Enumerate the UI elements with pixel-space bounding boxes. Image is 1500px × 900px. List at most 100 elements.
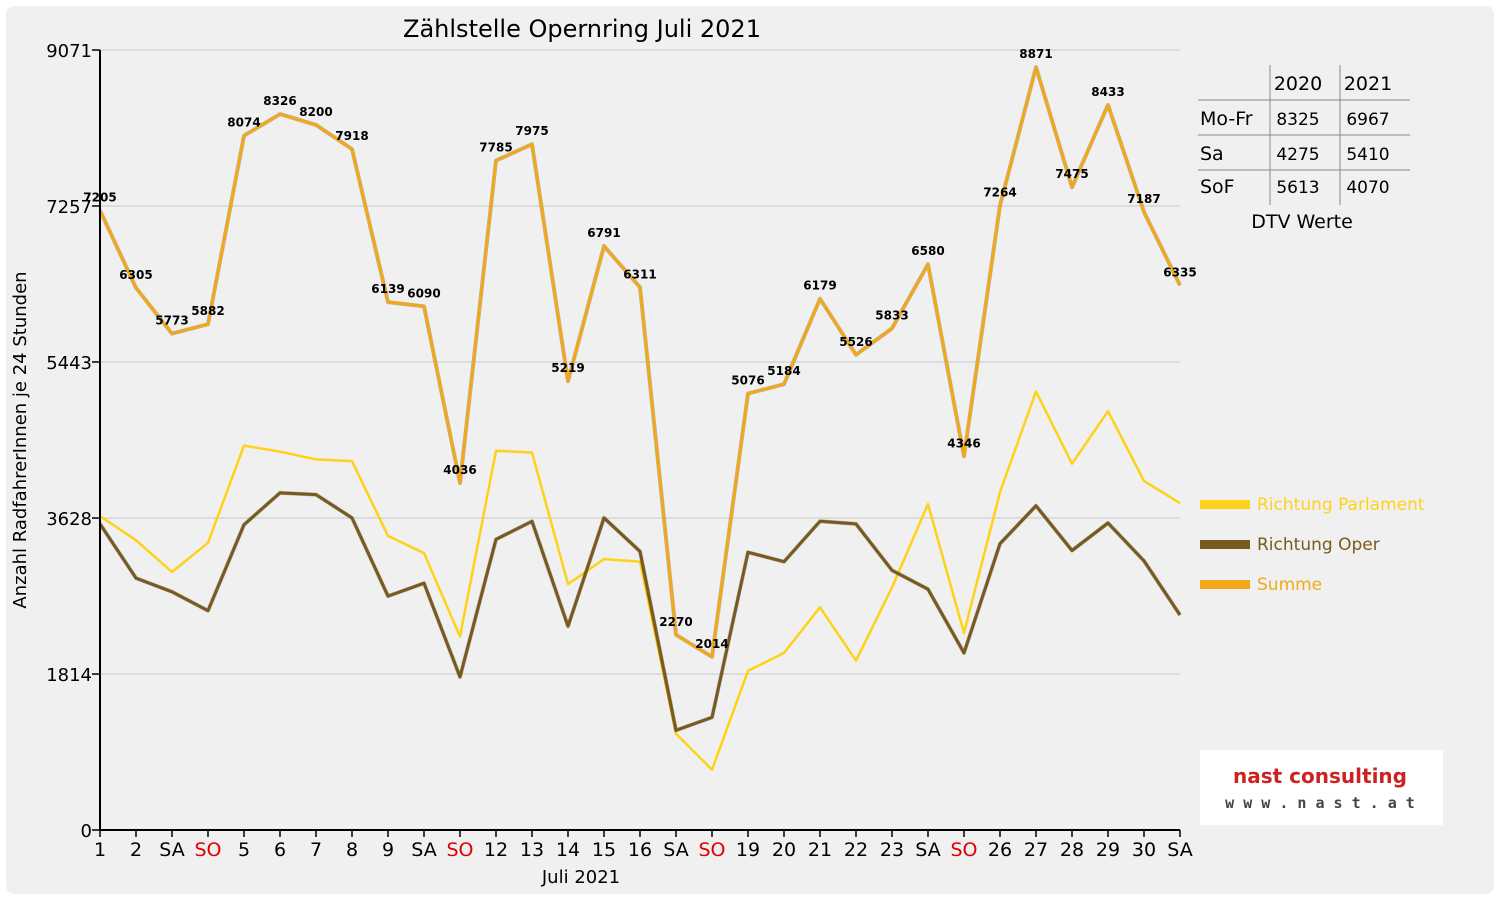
x-tick-label: 13	[520, 839, 544, 861]
dtv-row-label: SoF	[1200, 176, 1235, 198]
y-tick-label: 0	[81, 821, 92, 842]
dtv-caption: DTV Werte	[1251, 211, 1353, 233]
data-label: 5219	[551, 361, 584, 375]
series-line-summe	[98, 65, 1182, 659]
x-tick-label: 2	[130, 839, 142, 861]
data-label: 6179	[803, 279, 836, 293]
x-tick-label: 12	[484, 839, 508, 861]
data-label: 4036	[443, 463, 476, 477]
dtv-table: 2020 2021 Mo-Fr 8325 6967 Sa 4275 5410 S…	[1198, 65, 1410, 233]
y-tick-label: 7257	[46, 197, 92, 218]
x-ticks: 1 2 SA SO 5 6 7 8 9 SA SO 12 13 14 15 16 SA SO 19 20 21 22 23 S…	[94, 830, 1193, 861]
data-label: 7475	[1055, 167, 1088, 181]
x-tick-label: 22	[844, 839, 868, 861]
y-tick-label: 3628	[46, 509, 92, 530]
data-label: 8433	[1091, 85, 1124, 99]
logo-text: nast consulting	[1233, 764, 1407, 788]
logo-box	[1200, 750, 1443, 825]
data-label: 5184	[767, 364, 800, 378]
dtv-cell: 5410	[1346, 145, 1389, 165]
legend-swatch-parlament	[1200, 500, 1250, 509]
x-tick-label: SA	[1167, 839, 1192, 861]
dtv-cell: 4275	[1276, 145, 1319, 165]
x-tick-label: 15	[592, 839, 616, 861]
logo: nast consulting w w w . n a s t . a t	[1200, 750, 1443, 825]
data-label: 7785	[479, 141, 512, 155]
x-tick-label: 5	[238, 839, 250, 861]
x-tick-label: 9	[382, 839, 394, 861]
data-label: 7187	[1127, 192, 1160, 206]
data-label: 6139	[371, 282, 404, 296]
y-ticks: 0 1814 3628 5443 7257 9071	[46, 41, 100, 842]
dtv-cell: 6967	[1346, 110, 1389, 130]
legend-swatch-oper	[1200, 540, 1250, 549]
data-label: 5076	[731, 374, 764, 388]
data-label: 5833	[875, 308, 908, 322]
legend-swatch-summe	[1200, 580, 1250, 589]
y-tick-label: 1814	[46, 665, 92, 686]
x-tick-label: SA	[411, 839, 436, 861]
data-label: 8326	[263, 94, 296, 108]
y-tick-label: 5443	[46, 353, 92, 374]
x-tick-label: 29	[1096, 839, 1120, 861]
dtv-cell: 4070	[1346, 178, 1389, 198]
legend-label-parlament: Richtung Parlament	[1257, 495, 1425, 515]
dtv-cell: 5613	[1276, 178, 1319, 198]
x-tick-label: SO	[950, 839, 977, 861]
data-label: 6311	[623, 267, 656, 281]
legend-label-oper: Richtung Oper	[1257, 535, 1380, 555]
logo-url: w w w . n a s t . a t	[1225, 794, 1415, 812]
data-label: 2270	[659, 615, 692, 629]
chart-title: Zählstelle Opernring Juli 2021	[403, 15, 761, 43]
data-label: 8871	[1019, 47, 1052, 61]
y-tick-label: 9071	[46, 41, 92, 62]
x-tick-label: 14	[556, 839, 580, 861]
x-tick-label: SA	[915, 839, 940, 861]
grid-lines	[100, 49, 1180, 676]
data-label: 6791	[587, 226, 620, 240]
dtv-row-label: Sa	[1200, 143, 1224, 165]
x-tick-label: 16	[628, 839, 652, 861]
series-layer	[98, 65, 1182, 772]
data-label: 7264	[983, 185, 1016, 199]
x-tick-label: 23	[880, 839, 904, 861]
x-tick-label: SO	[698, 839, 725, 861]
x-tick-label: 28	[1060, 839, 1084, 861]
x-tick-label: 30	[1132, 839, 1156, 861]
chart-frame	[6, 6, 1494, 894]
data-label: 2014	[695, 637, 728, 651]
series-line-parlament	[99, 390, 1181, 772]
x-tick-label: 7	[310, 839, 322, 861]
x-axis-label: Juli 2021	[541, 867, 620, 888]
data-label: 6335	[1163, 265, 1196, 279]
data-label: 6090	[407, 286, 440, 300]
x-tick-label: 27	[1024, 839, 1048, 861]
data-label: 8074	[227, 116, 260, 130]
x-tick-label: 8	[346, 839, 358, 861]
x-tick-label: 26	[988, 839, 1012, 861]
x-tick-label: 20	[772, 839, 796, 861]
data-label: 6580	[911, 244, 944, 258]
x-tick-label: SA	[663, 839, 688, 861]
dtv-header-2021: 2021	[1344, 73, 1392, 95]
legend: Richtung Parlament Richtung Oper Summe	[1200, 495, 1425, 595]
data-label: 5773	[155, 314, 188, 328]
data-label: 6305	[119, 268, 152, 282]
x-tick-label: 21	[808, 839, 832, 861]
data-label: 4346	[947, 436, 980, 450]
x-tick-label: SA	[159, 839, 184, 861]
series-line-oper-shadow	[98, 490, 1182, 733]
x-tick-label: SO	[194, 839, 221, 861]
x-tick-label: SO	[446, 839, 473, 861]
data-label: 8200	[299, 105, 332, 119]
legend-label-summe: Summe	[1257, 575, 1322, 595]
data-label: 5882	[191, 304, 224, 318]
x-tick-label: 6	[274, 839, 286, 861]
x-tick-label: 19	[736, 839, 760, 861]
data-labels: 7205630557735882807483268200791861396090…	[83, 47, 1196, 651]
data-label: 7975	[515, 124, 548, 138]
y-axis-label: Anzahl RadfahrerInnen je 24 Stunden	[10, 271, 31, 608]
data-label: 5526	[839, 335, 872, 349]
dtv-row-label: Mo-Fr	[1200, 108, 1253, 130]
